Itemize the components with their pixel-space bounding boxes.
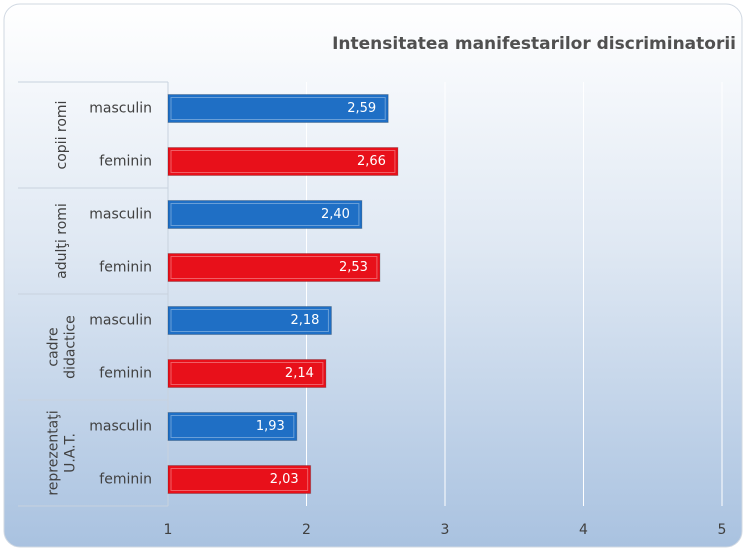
bar-shine (170, 415, 295, 438)
value-label: 1,93 (256, 419, 285, 434)
y-tick-label: feminin (99, 366, 152, 382)
bar (167, 253, 381, 282)
group-label: reprezentaţi (46, 410, 62, 495)
bar-shine (170, 309, 329, 332)
bar (167, 147, 399, 176)
x-tick-label: 1 (164, 522, 173, 538)
bar-shine (170, 362, 324, 385)
y-tick-label: feminin (99, 260, 152, 276)
x-tick-label: 3 (441, 522, 450, 538)
chart-title: Intensitatea manifestarilor discriminato… (332, 34, 736, 54)
x-tick-label: 2 (302, 522, 311, 538)
y-tick-label: masculin (89, 207, 152, 223)
group-label: copii romi (54, 101, 70, 170)
y-tick-label: feminin (99, 472, 152, 488)
bar-shine (170, 203, 360, 226)
bar (167, 359, 327, 388)
x-tick-label: 5 (718, 522, 727, 538)
y-tick-label: feminin (99, 154, 152, 170)
y-tick-label: masculin (89, 313, 152, 329)
value-label: 2,53 (339, 260, 368, 275)
value-label: 2,14 (285, 366, 314, 381)
group-label: U.A.T. (63, 433, 79, 473)
group-label: didactice (63, 315, 79, 379)
value-label: 2,40 (321, 207, 350, 222)
bar (167, 94, 389, 123)
bar-shine (170, 256, 378, 279)
bar (167, 306, 332, 335)
bar (167, 465, 312, 494)
bar (167, 200, 363, 229)
value-label: 2,59 (347, 101, 376, 116)
value-label: 2,03 (270, 472, 299, 487)
bar-shine (170, 97, 386, 120)
value-label: 2,66 (357, 154, 386, 169)
value-label: 2,18 (290, 313, 319, 328)
group-label: adulţi romi (54, 203, 70, 279)
y-tick-label: masculin (89, 419, 152, 435)
bar-shine (170, 468, 309, 491)
group-label: cadre (46, 327, 62, 366)
x-tick-label: 4 (579, 522, 588, 538)
y-tick-label: masculin (89, 101, 152, 117)
bar (167, 412, 298, 441)
bar-shine (170, 150, 396, 173)
